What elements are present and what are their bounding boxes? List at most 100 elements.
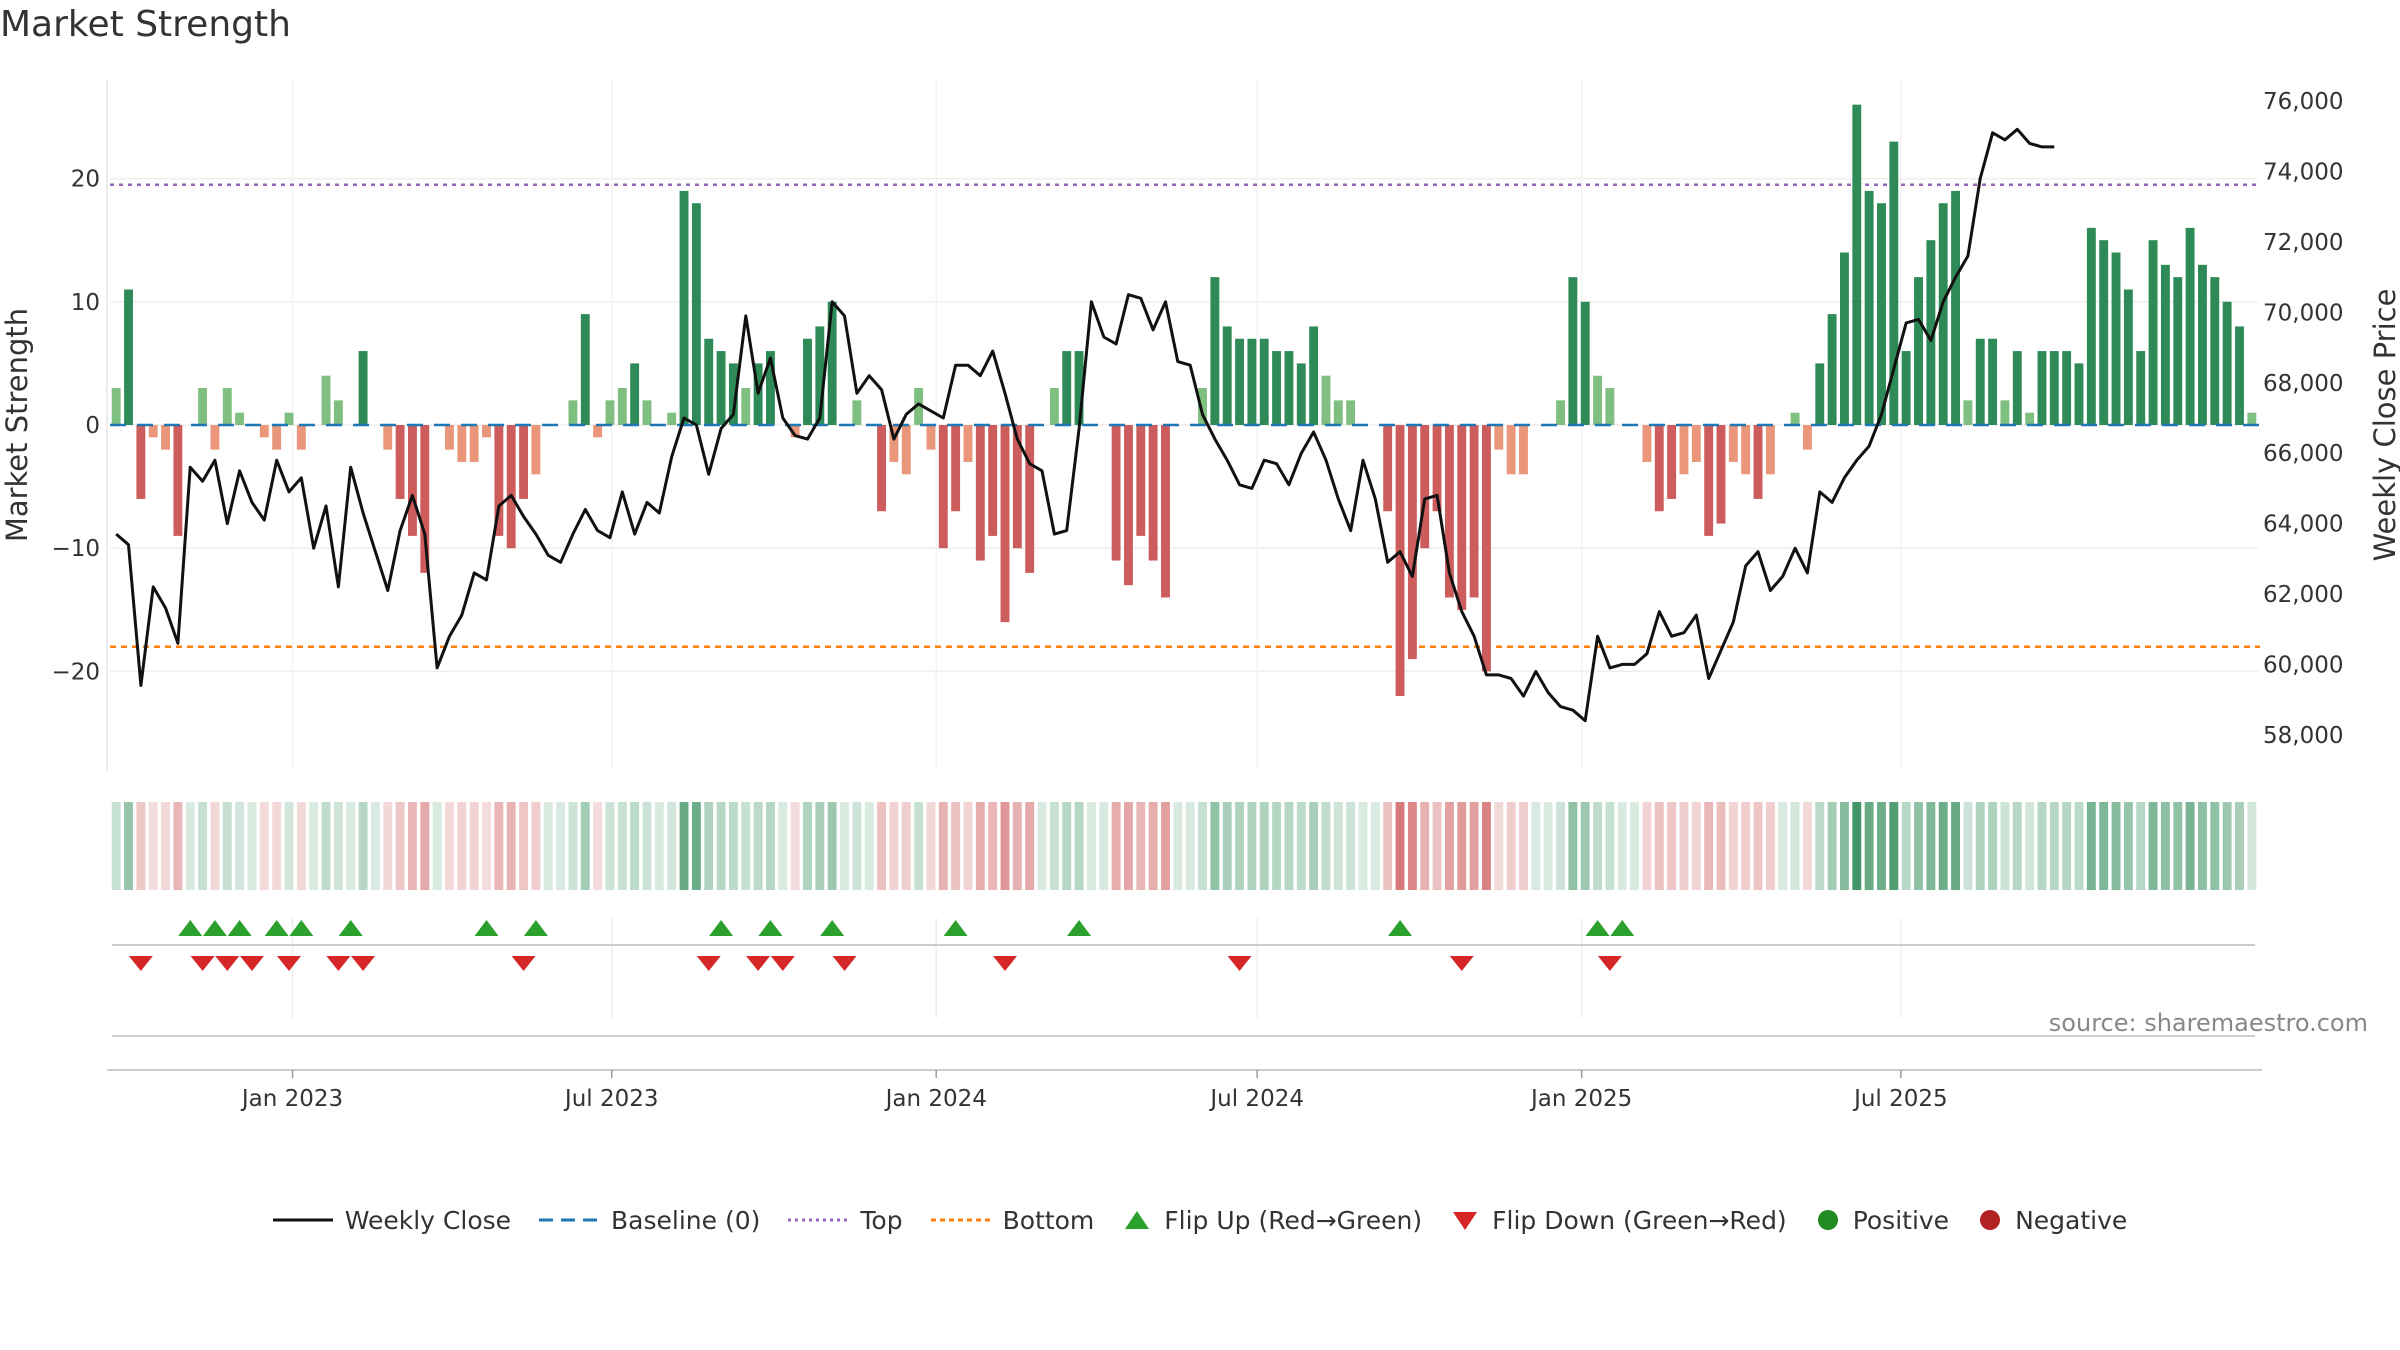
legend-label: Positive	[1852, 1205, 1950, 1235]
strength-bar	[284, 412, 294, 425]
strength-bar	[1296, 363, 1306, 425]
strip-cell	[716, 802, 726, 890]
flip-down-marker	[239, 956, 264, 971]
strip-cell	[1321, 802, 1331, 890]
strength-bar	[2062, 351, 2072, 425]
flip-down-marker	[696, 956, 721, 971]
y-right-tick-label: 72,000	[2263, 230, 2343, 256]
strength-bar	[1198, 388, 1207, 425]
strip-cell	[2025, 802, 2035, 890]
strip-cell	[1852, 802, 1862, 890]
strength-bar	[1951, 190, 1960, 425]
flip-down-marker	[993, 956, 1017, 971]
strip-cell	[1988, 802, 1998, 890]
flip-markers	[112, 918, 2255, 1037]
strip-cell	[1333, 802, 1343, 890]
legend-label: Flip Down (Green→Red)	[1492, 1205, 1787, 1235]
strength-bar	[1049, 388, 1059, 425]
strength-bar	[2185, 227, 2195, 425]
strip-cell	[1556, 802, 1565, 890]
strength-bar	[469, 425, 479, 462]
strip-cell	[1210, 802, 1220, 890]
triangle-up-icon	[1125, 1211, 1150, 1229]
strength-bar	[2025, 412, 2035, 425]
strip-cell	[1358, 802, 1368, 890]
strip-cell	[482, 802, 491, 890]
flip-down-marker	[277, 956, 301, 971]
x-tick-label: Jul 2024	[1208, 1086, 1304, 1112]
flip-down-marker	[1227, 956, 1252, 971]
strip-cell	[1235, 802, 1244, 890]
strip-cell	[1778, 802, 1788, 890]
strength-bar	[1877, 203, 1886, 425]
y-right-tick-label: 68,000	[2263, 371, 2343, 397]
circle-icon	[1817, 1210, 1838, 1230]
strip-cell	[148, 802, 158, 890]
strip-cell	[1198, 802, 1207, 890]
strip-cell	[358, 802, 368, 890]
strength-bar	[1161, 425, 1170, 598]
strip-cell	[827, 802, 837, 890]
strength-bar	[2074, 363, 2084, 425]
strip-cell	[1247, 802, 1257, 890]
strip-cell	[346, 802, 356, 890]
strip-cell	[741, 802, 751, 890]
strip-cell	[370, 802, 380, 890]
strength-bar	[2198, 264, 2207, 425]
strip-cell	[2148, 802, 2158, 890]
strip-cell	[630, 802, 640, 890]
strip-cell	[1037, 802, 1047, 890]
strip-cell	[296, 802, 306, 890]
strip-cell	[1407, 802, 1417, 890]
strip-cell	[2222, 802, 2232, 890]
strip-cell	[1790, 802, 1800, 890]
flip-down-marker	[746, 956, 771, 971]
strip-cell	[494, 802, 504, 890]
strip-cell	[1889, 802, 1899, 890]
strip-cell	[420, 802, 430, 890]
strip-cell	[1963, 802, 1973, 890]
strip-cell	[1136, 802, 1146, 890]
legend-item-top: Top	[788, 1205, 903, 1235]
flip-down-marker	[770, 956, 795, 971]
strip-cell	[457, 802, 467, 890]
strength-bar	[148, 425, 158, 438]
strip-cell	[309, 802, 319, 890]
strength-bar	[420, 425, 430, 573]
strength-bar	[1568, 277, 1578, 425]
x-axis: Jan 2023 Jul 2023 Jan 2024 Jul 2024 Jan 2025…	[107, 1069, 2262, 1112]
legend-item-positive: Positive	[1815, 1206, 1949, 1235]
axes: −20 −10 0 10 20 58,000 60,000 62,000 64,000 66,00…	[51, 80, 2343, 770]
strength-bar	[198, 388, 208, 425]
legend-label: Top	[860, 1205, 903, 1235]
strength-bar	[494, 425, 504, 536]
flip-up-marker	[338, 920, 363, 936]
strip-cell	[1222, 802, 1232, 890]
flip-down-marker	[128, 956, 153, 971]
strength-bar	[1321, 375, 1331, 425]
strip-cell	[2198, 802, 2207, 890]
strip-cell	[951, 802, 961, 890]
strength-bar	[1432, 425, 1442, 512]
strip-cell	[235, 802, 245, 890]
strength-bar	[605, 400, 615, 425]
strip-cell	[1370, 802, 1380, 890]
strip-cell	[1309, 802, 1319, 890]
strength-bar	[1259, 338, 1269, 425]
strip-cell	[2012, 802, 2022, 890]
strength-bar	[1136, 425, 1146, 536]
strength-bar	[1272, 351, 1282, 425]
strength-bar	[333, 400, 343, 425]
strip-cell	[988, 802, 998, 890]
strip-cell	[2111, 802, 2121, 890]
circle-icon	[1980, 1210, 2001, 1230]
flip-down-marker	[190, 956, 215, 971]
strip-cell	[1543, 802, 1553, 890]
strip-cell	[1395, 802, 1405, 890]
strength-bar	[235, 412, 245, 425]
strip-cell	[2049, 802, 2059, 890]
flip-up-marker	[264, 920, 289, 936]
strip-cell	[1593, 802, 1602, 890]
strip-cell	[704, 802, 714, 890]
strip-cell	[2062, 802, 2072, 890]
